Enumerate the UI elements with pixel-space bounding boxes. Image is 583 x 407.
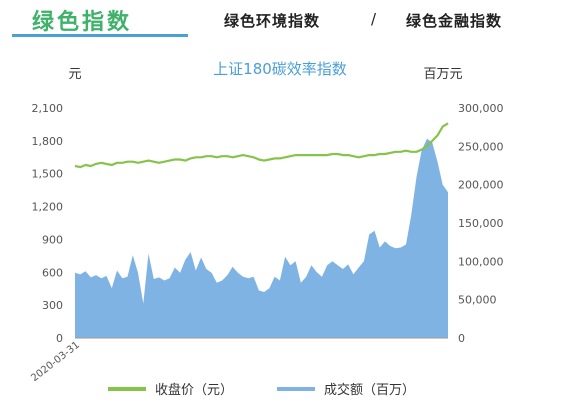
y-right-tick-label: 100,000 xyxy=(458,255,504,268)
nav-green-finance-index[interactable]: 绿色金融指数 xyxy=(406,12,503,30)
y-left-tick-label: 1,200 xyxy=(32,201,64,214)
brand-underline xyxy=(12,34,188,37)
chart: 上证180碳效率指数 元 百万元 2,100 1,800 1,500 1,200 900… xyxy=(29,60,504,398)
nav-separator: / xyxy=(371,10,378,28)
y-right-tick-label: 150,000 xyxy=(458,217,504,230)
y-right-ticks: 300,000 250,000 200,000 150,000 100,000 50,00… xyxy=(458,102,504,345)
legend-turnover-label: 成交额（百万） xyxy=(324,382,415,398)
brand-title: 绿色指数 xyxy=(32,10,133,35)
y-left-tick-label: 600 xyxy=(42,266,63,279)
turnover-area-series xyxy=(75,138,448,338)
y-left-tick-label: 300 xyxy=(42,299,63,312)
header: 绿色指数 绿色环境指数 / 绿色金融指数 xyxy=(0,0,583,40)
x-start-tick-label: 2020-03-31 xyxy=(29,340,82,384)
y-left-tick-label: 0 xyxy=(56,332,63,345)
y-right-tick-label: 300,000 xyxy=(458,102,504,115)
y-right-tick-label: 50,000 xyxy=(458,294,497,307)
y-left-ticks: 2,100 1,800 1,500 1,200 900 600 300 0 xyxy=(32,102,64,345)
y-left-tick-label: 900 xyxy=(42,233,63,246)
plot-area xyxy=(74,122,449,339)
y-left-tick-label: 1,500 xyxy=(32,168,64,181)
y-left-tick-label: 2,100 xyxy=(32,102,64,115)
y-left-axis-label: 元 xyxy=(68,67,81,82)
y-right-tick-label: 0 xyxy=(458,332,465,345)
nav-green-environment-index[interactable]: 绿色环境指数 xyxy=(224,12,321,30)
chart-title: 上证180碳效率指数 xyxy=(213,60,347,78)
legend: 收盘价（元） 成交额（百万） xyxy=(108,382,415,398)
close-price-line-series xyxy=(74,122,449,169)
y-right-tick-label: 250,000 xyxy=(458,140,504,153)
y-left-tick-label: 1,800 xyxy=(32,135,64,148)
y-right-tick-label: 200,000 xyxy=(458,179,504,192)
legend-close-price-label: 收盘价（元） xyxy=(155,382,233,398)
y-right-axis-label: 百万元 xyxy=(423,67,462,82)
